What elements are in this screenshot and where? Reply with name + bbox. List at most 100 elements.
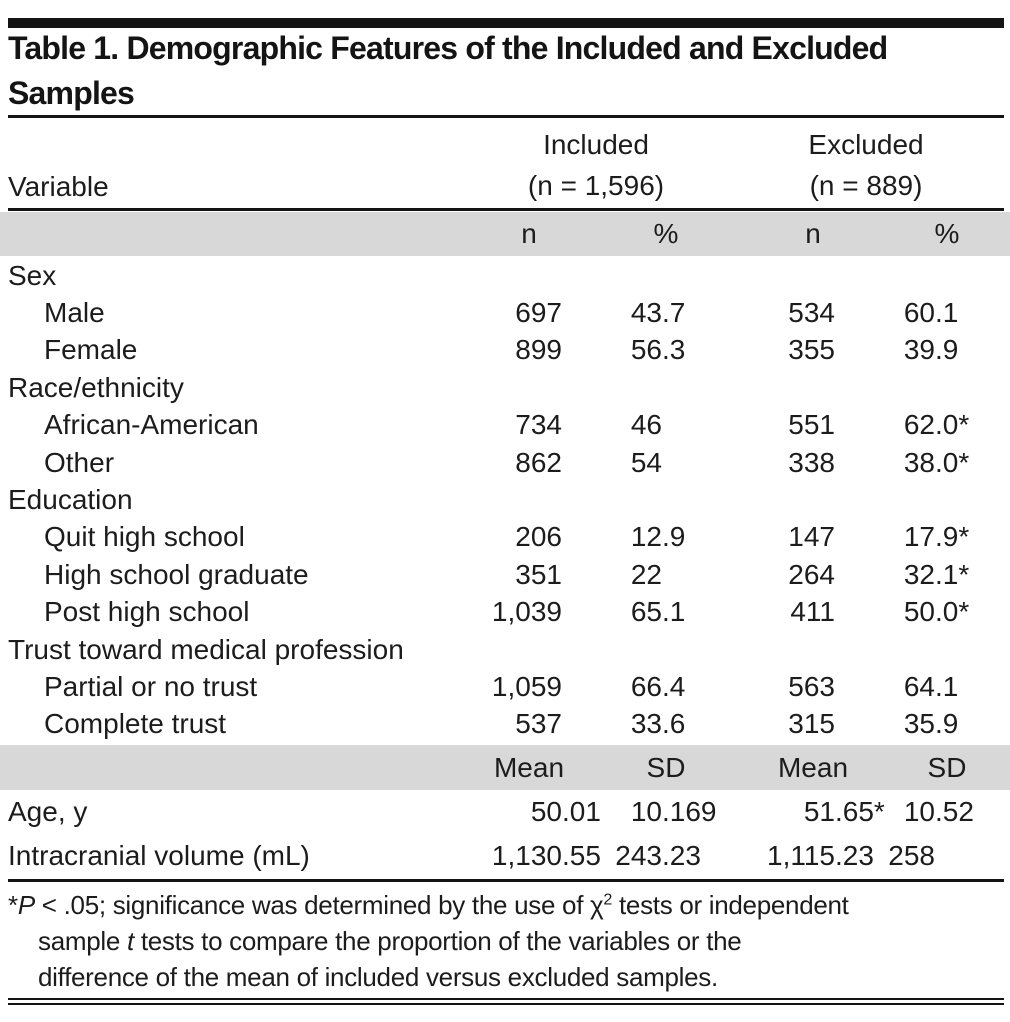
section-row: Trust toward medical profession [8, 631, 1010, 668]
value-frac: .0* [935, 596, 970, 628]
stats-header-band: Mean SD Mean SD [0, 745, 1010, 790]
footnote-text: tests or independent [612, 890, 849, 920]
value-cell: 10.52 [873, 796, 974, 828]
value-int: 35 [903, 708, 935, 740]
title-divider-rule [8, 115, 1004, 118]
value-frac [562, 708, 600, 740]
value-frac: .1 [935, 297, 959, 329]
row-label: Intracranial volume (mL) [8, 840, 310, 871]
value-frac [562, 559, 600, 591]
row-label: Male [44, 297, 105, 329]
row-label: Female [44, 334, 138, 366]
table-row: Female 899 56.3 355 39.9 [8, 332, 1010, 369]
table-row: Partial or no trust 1,059 66.4 563 64.1 [8, 668, 1010, 705]
footnote-text: tests to compare the proportion of the v… [133, 926, 742, 956]
value-int: 50 [530, 796, 562, 827]
section-row: Education [8, 481, 1010, 518]
included-n-header: n [521, 218, 537, 249]
row-label: Age, y [8, 796, 88, 827]
value-frac [562, 447, 600, 479]
footnote-text: t [126, 926, 134, 956]
value-cell: 66.4 [600, 671, 700, 703]
value-cell: 32.1* [873, 559, 973, 591]
value-frac: .9 [935, 334, 959, 366]
row-label: High school graduate [44, 558, 309, 590]
value-frac: .01 [562, 796, 601, 827]
excluded-n-header: n [805, 218, 821, 249]
row-label: Partial or no trust [44, 670, 258, 702]
value-frac [562, 297, 600, 329]
value-cell: 46 [600, 409, 700, 441]
value-cell: 534 [700, 297, 873, 329]
value-frac [562, 409, 600, 441]
header-divider-rule [8, 208, 1004, 211]
value-int: 10 [903, 796, 935, 827]
value-frac: .52 [935, 796, 974, 827]
row-label: Sex [8, 259, 57, 291]
value-cell: 50.0* [873, 596, 973, 628]
value-int: 32 [903, 558, 935, 590]
footnote-text: 2 [603, 890, 613, 909]
table-top-rule [8, 18, 1004, 28]
value-int: 39 [903, 334, 935, 366]
value-frac [835, 409, 873, 441]
included-group-n: (n = 1,596) [527, 170, 665, 201]
value-int: 46 [630, 409, 662, 441]
row-label: African-American [44, 409, 259, 441]
value-frac: .55 [562, 840, 601, 871]
footnote-line: difference of the mean of included versu… [8, 959, 1004, 995]
value-int: 147 [788, 521, 835, 553]
value-int: 534 [788, 297, 835, 329]
value-cell: 551 [700, 409, 873, 441]
value-frac: .23 [835, 840, 874, 871]
footnote: *P < .05; significance was determined by… [8, 887, 1004, 995]
value-cell: 899 [390, 334, 600, 366]
value-int: 51 [803, 796, 835, 827]
table-row: Complete trust 537 33.6 315 35.9 [8, 706, 1010, 743]
value-int: 243 [615, 840, 662, 871]
footnote-text: difference of the mean of included versu… [38, 962, 718, 992]
value-cell: 35.9 [873, 708, 973, 740]
value-frac: .6 [662, 708, 686, 740]
value-cell: 50.01 [390, 796, 601, 828]
row-label: Other [44, 446, 115, 478]
value-frac [935, 840, 973, 872]
footnote-text: * [8, 890, 18, 920]
value-frac [662, 447, 700, 479]
value-cell: 56.3 [600, 334, 700, 366]
excluded-mean-header: Mean [777, 752, 849, 783]
value-frac [835, 334, 873, 366]
value-frac: .1 [662, 596, 686, 628]
value-frac [835, 521, 873, 553]
footnote-line: *P < .05; significance was determined by… [8, 887, 1004, 923]
value-frac [835, 671, 873, 703]
value-frac: .4 [662, 670, 686, 702]
table-row: Quit high school 206 12.9 147 17.9* [8, 519, 1010, 556]
section-row: Race/ethnicity [8, 369, 1010, 406]
value-int: 206 [515, 521, 562, 553]
value-frac [562, 596, 600, 628]
value-cell: 563 [700, 671, 873, 703]
value-int: 65 [630, 596, 662, 628]
value-int: 411 [790, 596, 835, 628]
value-int: 862 [515, 446, 562, 478]
table-row: Post high school 1,039 65.1 411 50.0* [8, 594, 1010, 631]
row-label: Quit high school [44, 521, 245, 553]
value-cell: 1,059 [390, 671, 600, 703]
value-frac: .0* [935, 409, 970, 441]
value-int: 1,130 [491, 840, 562, 871]
value-int: 563 [788, 670, 835, 702]
footnote-text: < .05; significance was determined by th… [34, 890, 604, 920]
value-cell: 243.23 [600, 840, 701, 872]
value-cell: 351 [390, 559, 600, 591]
value-int: 43 [630, 297, 662, 329]
value-int: 315 [788, 708, 835, 740]
value-frac [662, 559, 700, 591]
value-frac [835, 559, 873, 591]
value-int: 1,115 [767, 840, 835, 871]
value-frac: .3 [662, 334, 686, 366]
value-cell: 39.9 [873, 334, 973, 366]
value-frac: .0* [935, 446, 970, 478]
value-int: 38 [903, 446, 935, 478]
value-frac: .23 [662, 840, 701, 871]
